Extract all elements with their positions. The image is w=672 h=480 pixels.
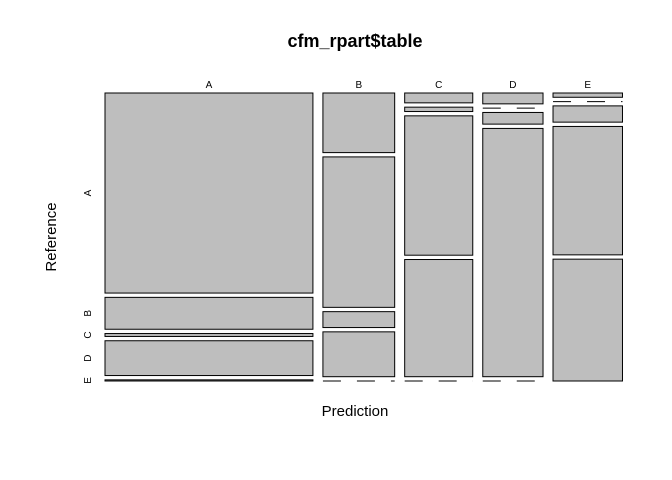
reference-label-C: C: [83, 331, 94, 338]
cell-A-E: [104, 379, 314, 382]
mosaic-cells: [104, 92, 623, 382]
prediction-label-D: D: [509, 80, 516, 91]
prediction-label-B: B: [355, 80, 362, 91]
cell-B-A: [322, 92, 396, 154]
prediction-label-C: C: [435, 80, 442, 91]
reference-labels: A B C D E: [83, 189, 94, 383]
cell-E-C: [552, 105, 623, 123]
prediction-label-A: A: [206, 80, 213, 91]
cell-B-D: [322, 331, 396, 378]
cell-B-C: [322, 311, 396, 329]
reference-label-D: D: [83, 354, 94, 361]
cell-A-D: [104, 340, 314, 377]
cell-A-C: [104, 333, 314, 337]
cell-C-C: [404, 115, 474, 256]
cell-D-C: [482, 111, 544, 125]
y-axis-label: Reference: [43, 202, 60, 271]
chart-title: cfm_rpart$table: [287, 31, 422, 51]
cell-E-D: [552, 125, 623, 256]
reference-label-E: E: [83, 377, 94, 384]
cell-D-A: [482, 92, 544, 105]
cell-A-A: [104, 92, 314, 294]
cell-B-B: [322, 156, 396, 308]
cell-C-B: [404, 106, 474, 113]
prediction-label-E: E: [584, 80, 591, 91]
cell-D-D: [482, 127, 544, 378]
cell-E-A: [552, 92, 623, 98]
prediction-labels: A B C D E: [206, 80, 592, 91]
cell-C-D: [404, 259, 474, 378]
cell-C-A: [404, 92, 474, 104]
reference-label-A: A: [83, 189, 94, 196]
reference-label-B: B: [83, 310, 94, 317]
cell-A-B: [104, 296, 314, 330]
cell-E-E: [552, 258, 623, 382]
x-axis-label: Prediction: [322, 403, 389, 420]
